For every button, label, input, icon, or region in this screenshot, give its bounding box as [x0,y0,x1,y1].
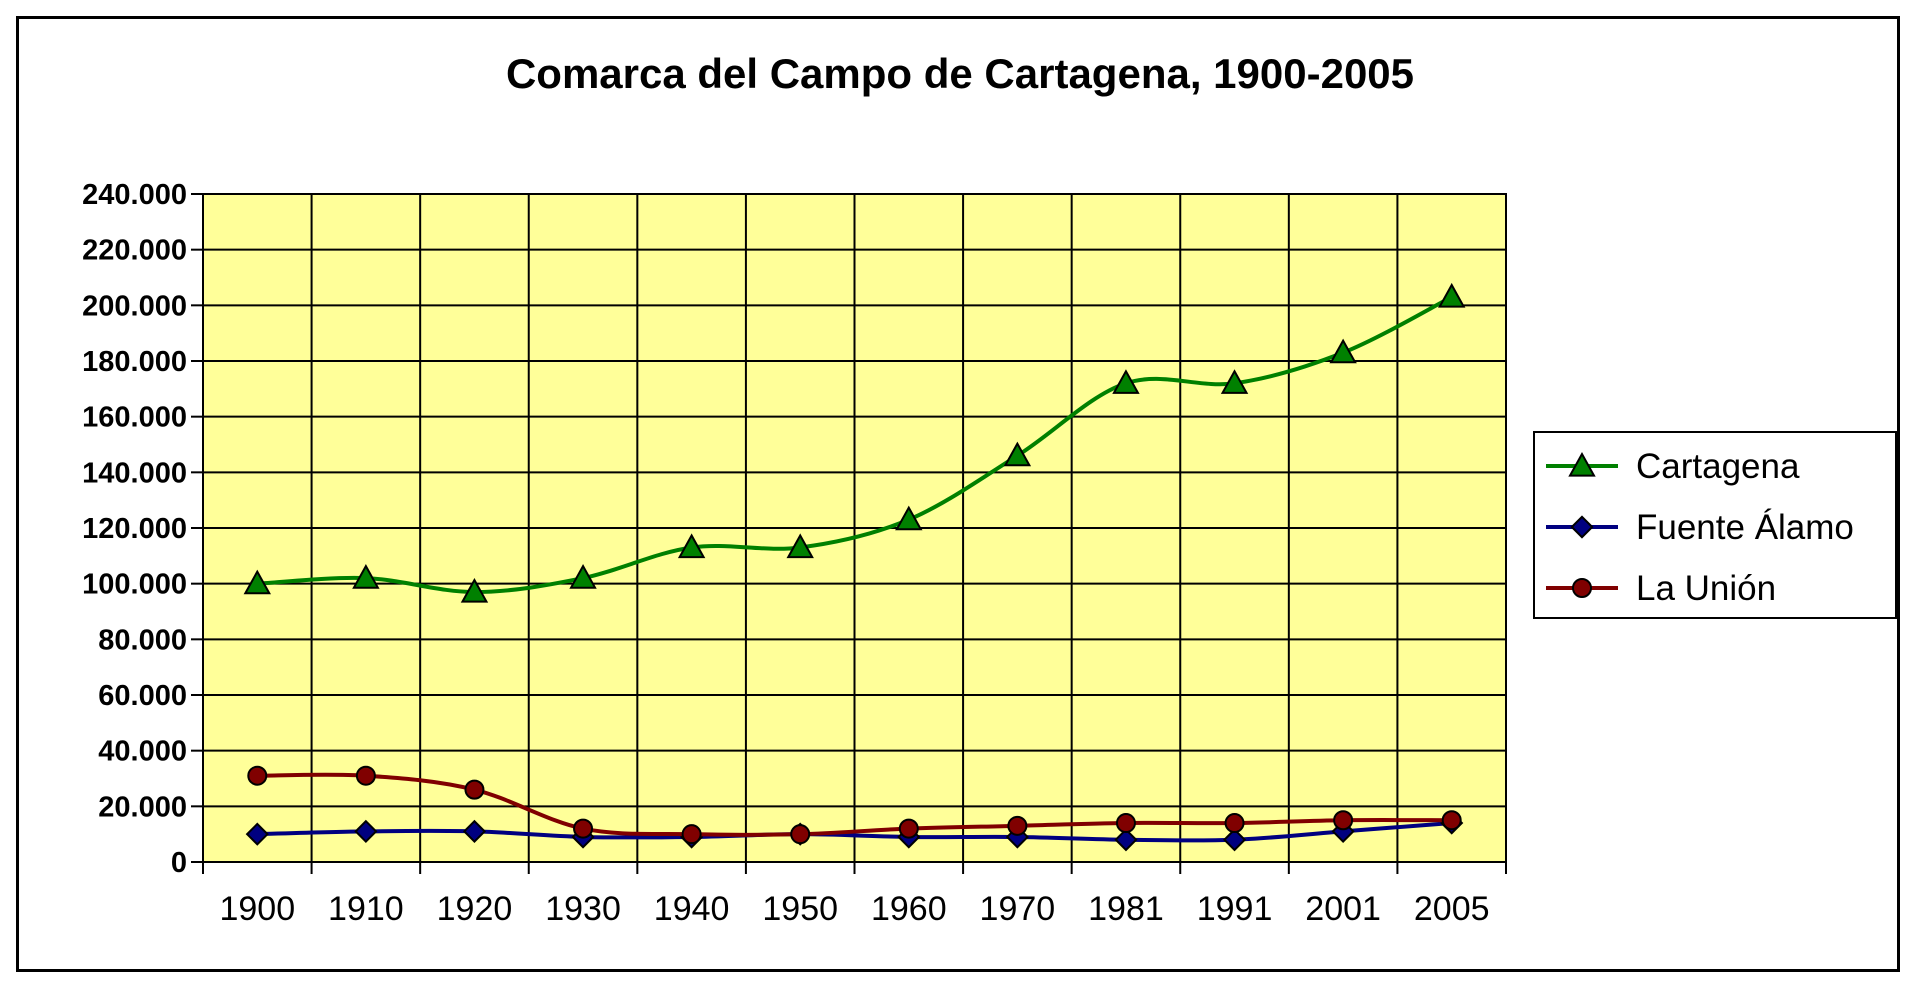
legend-label: La Unión [1636,569,1776,608]
legend-swatch-marker [1570,515,1594,539]
legend-label: Fuente Álamo [1636,508,1854,547]
y-tick-label: 20.000 [98,791,187,823]
y-tick-label: 80.000 [98,624,187,656]
data-point [573,818,594,839]
y-tick-label: 240.000 [82,179,187,211]
data-point [898,818,919,839]
series-line-fuente-alamo [257,821,1452,843]
series-cartagena [243,282,1466,603]
legend-item: Cartagena [1546,447,1800,486]
data-point [1331,819,1355,843]
series-la-union [247,765,1462,845]
series-line-la-union [257,772,1452,837]
data-point [786,533,814,559]
x-tick-label: 1960 [871,890,947,928]
data-point [352,564,380,589]
data-point [245,822,269,846]
y-tick-label: 40.000 [98,736,187,768]
x-tick-label: 1900 [219,890,295,928]
data-point [895,505,923,531]
data-point [462,819,487,843]
axes: 0 20.000 40.000 60.000 80.000 100.000 120.000 1… [82,179,1507,928]
data-point [1329,338,1357,364]
legend: Cartagena Fuente Álamo La Unión [1533,431,1897,619]
y-tick-label: 0 [171,847,187,879]
x-tick-label: 2001 [1305,890,1381,928]
data-point [1441,810,1462,831]
data-point [460,577,489,603]
x-tick-label: 1950 [762,890,838,928]
data-point [464,779,485,800]
data-point [1003,441,1032,467]
data-point [1112,369,1140,394]
legend-swatch-marker [1572,578,1592,598]
y-tick-label: 100.000 [82,569,187,601]
y-tick-label: 120.000 [82,513,187,545]
data-point [790,824,811,845]
data-point [681,824,702,845]
data-point [1114,828,1138,852]
data-point [1224,813,1245,834]
series-lines [243,282,1466,852]
data-point [1115,813,1136,834]
y-tick-label: 60.000 [98,680,187,712]
y-tick-label: 160.000 [82,402,187,434]
data-point [243,569,271,595]
y-tick-label: 200.000 [82,290,187,322]
data-point [1222,828,1247,852]
x-tick-label: 1930 [545,890,621,928]
legend-item: Fuente Álamo [1546,508,1854,547]
x-tick-label: 1910 [328,890,404,928]
y-tick-label: 220.000 [82,235,187,267]
x-tick-label: 1920 [437,890,513,928]
legend-item: La Unión [1546,569,1776,608]
chart-title: Comarca del Campo de Cartagena, 1900-200… [506,50,1414,97]
x-tick-label: 1940 [654,890,730,928]
data-point [355,765,376,786]
data-point [677,533,706,559]
data-point [1005,825,1029,849]
y-tick-label: 140.000 [82,457,187,489]
x-tick-label: 2005 [1414,890,1490,928]
data-point [1220,369,1249,394]
y-tick-label: 180.000 [82,346,187,378]
data-point [247,765,268,786]
data-point [1438,282,1466,308]
data-point [1007,815,1028,836]
x-tick-label: 1981 [1088,890,1164,928]
data-point [569,564,597,589]
x-tick-label: 1991 [1197,890,1273,928]
legend-label: Cartagena [1636,447,1800,486]
data-point [1333,810,1354,831]
x-tick-label: 1970 [980,890,1056,928]
legend-swatch-marker [1568,451,1596,477]
data-point [354,819,378,843]
